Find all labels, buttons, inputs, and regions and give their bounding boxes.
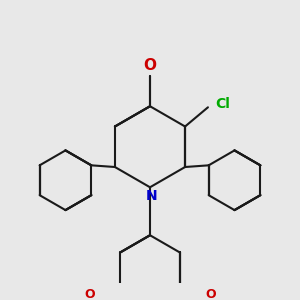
- Text: O: O: [143, 58, 157, 73]
- Text: Cl: Cl: [215, 97, 230, 111]
- Text: O: O: [205, 288, 216, 300]
- Text: O: O: [84, 288, 95, 300]
- Text: N: N: [145, 189, 157, 203]
